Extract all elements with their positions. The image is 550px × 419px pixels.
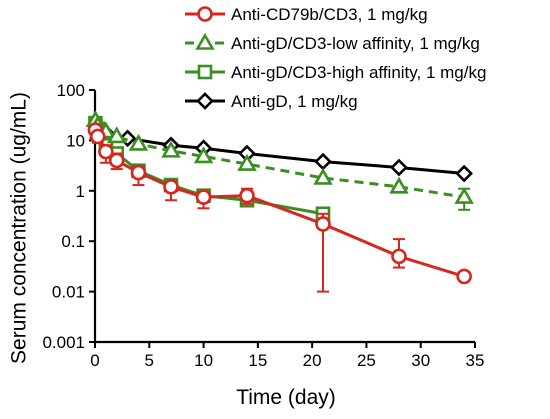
series-line <box>94 124 465 176</box>
legend-item: Anti-gD/CD3-high affinity, 1 mg/kg <box>185 63 486 82</box>
series-line <box>94 129 465 278</box>
data-point <box>315 216 331 232</box>
series-circle <box>87 122 472 293</box>
data-point <box>455 164 473 183</box>
data-point <box>195 189 212 205</box>
legend-label: Anti-CD79b/CD3, 1 mg/kg <box>231 5 428 24</box>
series-triangle <box>85 110 474 211</box>
data-point <box>161 140 181 158</box>
data-point <box>314 152 332 171</box>
data-point <box>456 268 472 285</box>
y-tick-label: 10 <box>66 131 85 150</box>
legend-item: Anti-gD/CD3-low affinity, 1 mg/kg <box>185 32 480 53</box>
x-tick-label: 35 <box>466 351 485 370</box>
data-point <box>454 186 474 204</box>
data-point <box>237 153 257 171</box>
data-point <box>390 158 408 177</box>
series-line <box>94 119 465 199</box>
legend-marker <box>195 32 215 50</box>
legend: Anti-CD79b/CD3, 1 mg/kg Anti-gD/CD3-low a… <box>185 5 486 111</box>
data-point <box>108 152 125 169</box>
legend-marker <box>196 92 214 110</box>
data-point <box>128 133 149 151</box>
y-tick-label: 0.001 <box>42 333 85 352</box>
x-tick-label: 25 <box>357 351 376 370</box>
x-tick-label: 15 <box>248 351 267 370</box>
plot-area <box>85 110 474 293</box>
legend-item: Anti-CD79b/CD3, 1 mg/kg <box>185 5 428 24</box>
data-point <box>106 126 127 144</box>
axes: 0 5 10 15 20 25 30 35 0.001 0.01 0.1 1 10 100 <box>42 81 484 370</box>
legend-label: Anti-gD/CD3-high affinity, 1 mg/kg <box>231 63 486 82</box>
legend-marker <box>197 6 213 22</box>
legend-marker <box>197 64 213 80</box>
data-point <box>193 146 214 164</box>
data-point <box>89 128 106 145</box>
x-tick-label: 0 <box>90 351 99 370</box>
legend-item: Anti-gD, 1 mg/kg <box>185 92 358 111</box>
data-point <box>163 179 179 195</box>
y-axis-title: Serum concentration (ug/mL) <box>8 92 31 364</box>
legend-label: Anti-gD/CD3-low affinity, 1 mg/kg <box>231 34 480 53</box>
y-tick-label: 100 <box>57 81 85 100</box>
x-tick-label: 20 <box>303 351 322 370</box>
x-tick-label: 5 <box>145 351 154 370</box>
y-tick-label: 1 <box>76 182 85 201</box>
x-axis-title: Time (day) <box>236 386 336 409</box>
x-tick-label: 10 <box>194 351 213 370</box>
data-point <box>313 167 333 185</box>
x-tick-label: 30 <box>411 351 430 370</box>
y-tick-label: 0.1 <box>61 232 85 251</box>
data-point <box>239 187 255 204</box>
data-point <box>389 176 409 194</box>
data-point <box>98 143 114 160</box>
y-tick-label: 0.01 <box>52 283 85 302</box>
legend-label: Anti-gD, 1 mg/kg <box>231 92 358 111</box>
data-point <box>130 164 147 181</box>
data-point <box>391 248 407 265</box>
